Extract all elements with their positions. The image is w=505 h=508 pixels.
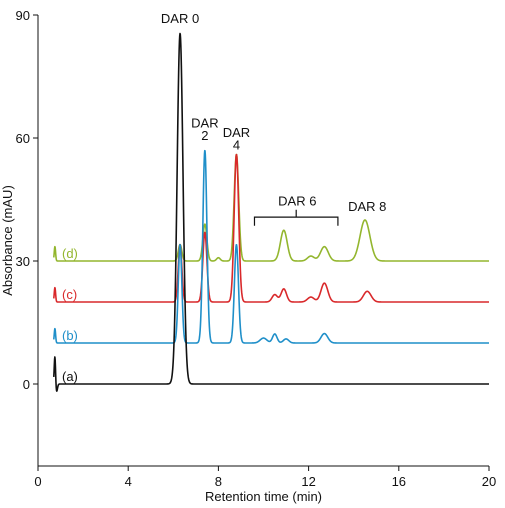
y-axis-label: Absorbance (mAU) <box>0 185 15 296</box>
y-tick-label: 0 <box>23 377 30 392</box>
y-tick-label: 90 <box>16 8 30 23</box>
peak-annotation: DAR 8 <box>348 199 386 214</box>
x-tick-label: 20 <box>482 474 496 489</box>
x-axis-label: Retention time (min) <box>205 489 322 504</box>
peak-annotation: DAR <box>191 115 218 130</box>
series-line-b <box>52 149 490 344</box>
x-tick-label: 0 <box>34 474 41 489</box>
series-label: (c) <box>62 287 77 302</box>
series-line-c <box>52 153 490 303</box>
series-label: (d) <box>62 246 78 261</box>
series-label: (a) <box>62 369 78 384</box>
y-tick-label: 60 <box>16 131 30 146</box>
peak-annotation: 2 <box>201 128 208 143</box>
x-tick-label: 16 <box>392 474 406 489</box>
x-tick-label: 8 <box>215 474 222 489</box>
y-tick-label: 30 <box>16 254 30 269</box>
axes: 0 4 8 12 16 20 0 30 60 90 <box>16 8 497 489</box>
series-label: (b) <box>62 328 78 343</box>
peak-annotation: DAR 0 <box>161 11 199 26</box>
series-line-d <box>52 153 490 262</box>
series-line-a <box>52 32 490 392</box>
traces: (d) (c) (b) (a) <box>52 32 490 392</box>
dar6-bracket <box>253 209 339 226</box>
x-tick-label: 12 <box>301 474 315 489</box>
peak-annotation: DAR 6 <box>278 194 316 209</box>
x-tick-label: 4 <box>125 474 132 489</box>
peak-annotation: DAR <box>223 125 250 140</box>
peak-annotation: 4 <box>233 137 240 152</box>
